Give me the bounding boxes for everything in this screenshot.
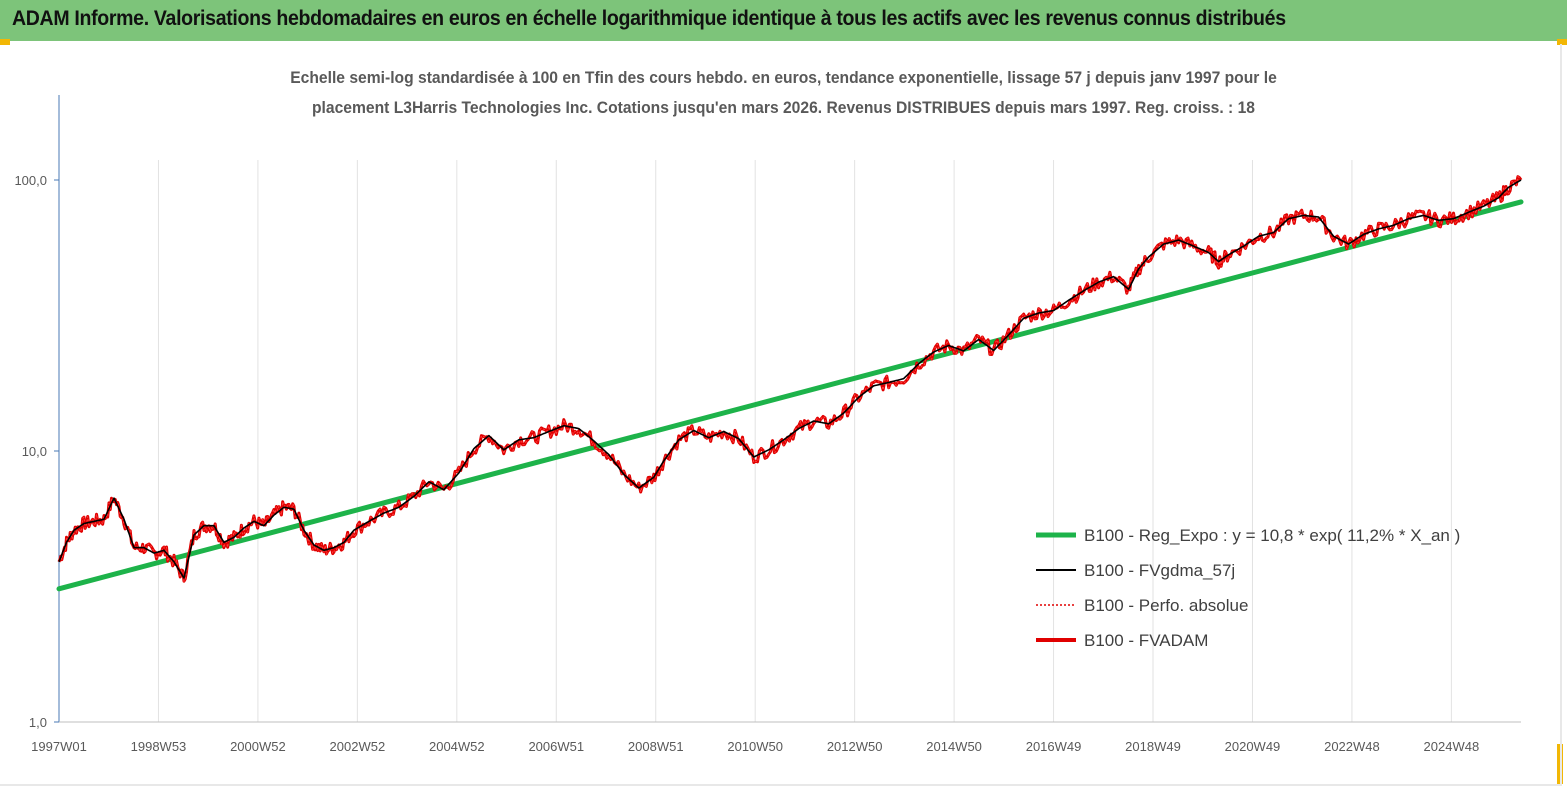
chart-title-line-2: placement L3Harris Technologies Inc. Cot… xyxy=(311,98,1256,117)
x-tick-label: 2008W51 xyxy=(628,739,684,754)
y-tick-label: 10,0 xyxy=(22,444,47,459)
legend-trend-label: B100 - Reg_Expo : y = 10,8 * exp( 11,2% … xyxy=(1084,526,1460,545)
x-tick-label: 2010W50 xyxy=(727,739,783,754)
x-tick-label: 2014W50 xyxy=(926,739,982,754)
x-tick-label: 2020W49 xyxy=(1225,739,1281,754)
y-tick-label: 100,0 xyxy=(14,173,47,188)
x-tick-label: 2004W52 xyxy=(429,739,485,754)
perfo-absolue-series-line xyxy=(58,175,1522,583)
x-tick-label: 2006W51 xyxy=(528,739,584,754)
x-tick-label: 2012W50 xyxy=(827,739,883,754)
chart-frame xyxy=(0,44,1562,786)
x-tick-label: 2018W49 xyxy=(1125,739,1181,754)
x-tick-label: 2024W48 xyxy=(1424,739,1480,754)
x-tick-label: 1998W53 xyxy=(131,739,187,754)
corner-marker-top-left xyxy=(0,39,10,45)
x-tick-label: 1997W01 xyxy=(31,739,87,754)
corner-marker-top-right xyxy=(1557,39,1567,45)
fvadam-series-line xyxy=(57,175,1523,583)
fvgdma-series-line xyxy=(58,179,1522,579)
x-tick-label: 2016W49 xyxy=(1026,739,1082,754)
y-tick-label: 1,0 xyxy=(29,715,47,730)
legend-fvgdma-label: B100 - FVgdma_57j xyxy=(1084,561,1235,580)
x-tick-label: 2000W52 xyxy=(230,739,286,754)
legend-fvadam-label: B100 - FVADAM xyxy=(1084,631,1208,650)
chart-title-line-1: Echelle semi-log standardisée à 100 en T… xyxy=(290,68,1277,87)
legend-perfo-absolue-label: B100 - Perfo. absolue xyxy=(1084,596,1248,615)
header-banner: ADAM Informe. Valorisations hebdomadaire… xyxy=(0,0,1567,41)
x-tick-label: 2022W48 xyxy=(1324,739,1380,754)
page-title: ADAM Informe. Valorisations hebdomadaire… xyxy=(12,7,1286,30)
x-tick-label: 2002W52 xyxy=(330,739,386,754)
